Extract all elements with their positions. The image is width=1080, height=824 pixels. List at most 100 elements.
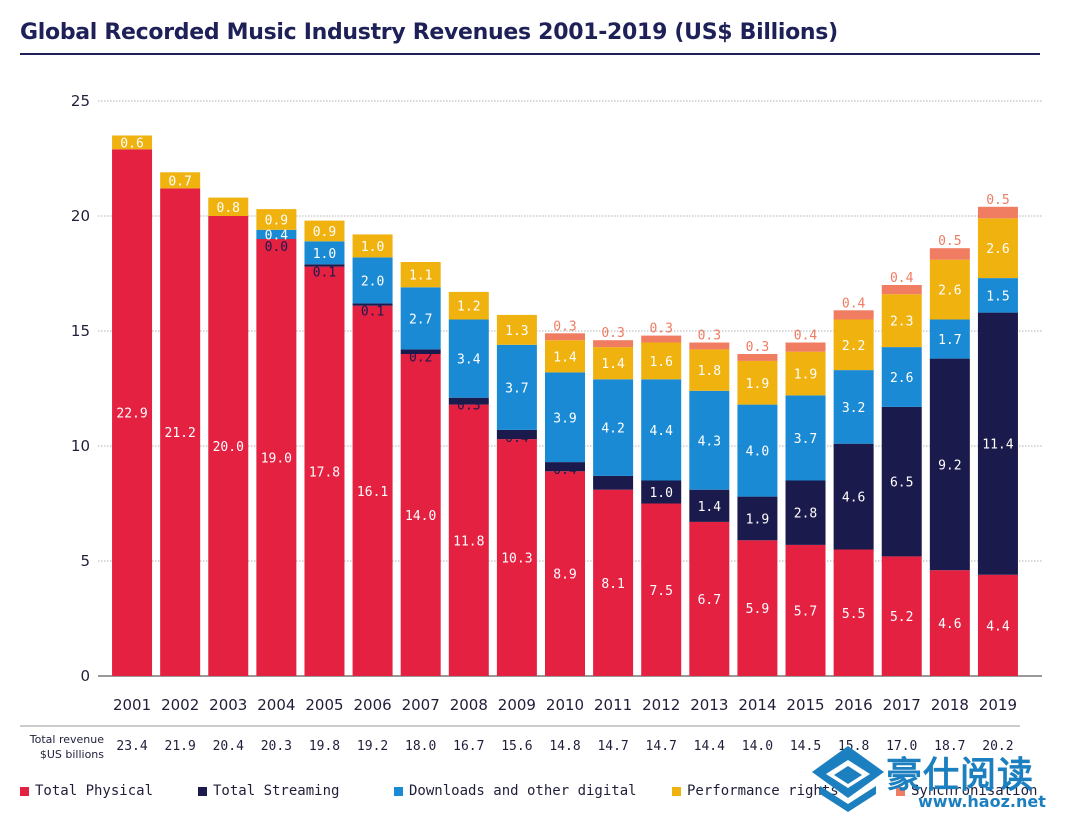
bar-segment xyxy=(352,305,393,676)
bar-segment xyxy=(737,540,778,676)
bar-segment xyxy=(641,379,682,481)
bar-segment xyxy=(208,216,249,676)
data-label: 1.7 xyxy=(938,333,961,348)
data-label: 0.4 xyxy=(265,228,289,243)
data-label: 2.6 xyxy=(986,242,1009,257)
data-label: 1.9 xyxy=(746,377,769,392)
data-label: 5.2 xyxy=(890,610,913,625)
title-rule xyxy=(20,53,1040,55)
x-tick-label: 2016 xyxy=(835,696,873,714)
bar-segment xyxy=(160,188,201,676)
x-tick-label: 2015 xyxy=(786,696,824,714)
bar-segment xyxy=(785,342,826,352)
data-label: 16.1 xyxy=(357,485,388,500)
legend-label: Total Streaming xyxy=(213,783,340,799)
bar-segment xyxy=(881,406,922,557)
legend-swatch xyxy=(896,786,905,796)
data-label: 5.9 xyxy=(746,602,769,617)
bar-segment xyxy=(833,549,874,676)
bar-segment xyxy=(545,372,585,463)
bar-segment xyxy=(785,480,826,545)
legend-item: Synchronisation xyxy=(896,783,1037,799)
bar-segment xyxy=(400,349,441,354)
legend-label: Performance rights xyxy=(687,783,839,799)
chart-title: Global Recorded Music Industry Revenues … xyxy=(20,20,838,45)
bar-segment xyxy=(689,342,730,350)
x-tick-label: 2013 xyxy=(690,696,728,714)
bar-segment xyxy=(352,257,393,304)
data-label: 0.3 xyxy=(649,322,672,337)
bar-segment xyxy=(833,443,874,550)
bar-segment xyxy=(881,285,922,295)
x-tick-label: 2009 xyxy=(498,696,536,714)
legend-swatch xyxy=(198,786,207,796)
total-value: 14.0 xyxy=(742,739,773,754)
data-label: 2.0 xyxy=(361,274,384,289)
data-label: 17.8 xyxy=(309,465,340,480)
total-value: 14.7 xyxy=(597,739,628,754)
x-tick-label: 2004 xyxy=(257,696,295,714)
legend-item: Total Physical xyxy=(20,783,153,799)
x-tick-label: 2008 xyxy=(450,696,488,714)
total-value: 15.6 xyxy=(501,739,532,754)
total-value: 17.0 xyxy=(886,739,917,754)
bar-segment xyxy=(304,266,345,676)
legend-label: Synchronisation xyxy=(911,783,1038,799)
bar-segment xyxy=(448,397,489,405)
bar-segment xyxy=(833,370,874,444)
data-label: 0.3 xyxy=(698,329,721,344)
data-label: 1.6 xyxy=(649,355,672,370)
bar-segment xyxy=(689,521,730,676)
data-label: 0.9 xyxy=(265,213,288,228)
data-label: 1.9 xyxy=(794,368,817,383)
x-tick-label: 2018 xyxy=(931,696,969,714)
data-label: 0.8 xyxy=(217,201,240,216)
x-tick-label: 2014 xyxy=(738,696,776,714)
bar-segment xyxy=(977,206,1018,219)
data-label: 14.0 xyxy=(405,509,436,524)
data-label: 4.2 xyxy=(601,422,624,437)
bar-segment xyxy=(256,209,297,230)
x-tick-label: 2019 xyxy=(979,696,1017,714)
legend-label: Total Physical xyxy=(35,783,154,799)
bar-segment xyxy=(160,172,201,189)
bar-segment xyxy=(929,570,970,676)
bar-segment xyxy=(929,358,970,571)
x-tick-label: 2012 xyxy=(642,696,680,714)
legend-swatch xyxy=(394,786,403,796)
bar-segment xyxy=(400,354,441,676)
bar-segment xyxy=(593,489,634,676)
total-value: 14.8 xyxy=(549,739,580,754)
watermark-url: www.haoz.net xyxy=(918,792,1046,811)
data-label: 8.1 xyxy=(601,577,624,592)
y-tick-label: 10 xyxy=(71,437,90,455)
total-value: 16.7 xyxy=(453,739,484,754)
bar-segment xyxy=(545,340,585,373)
bar-segment xyxy=(496,439,537,676)
bar-segment xyxy=(641,503,682,676)
bar-segment xyxy=(641,480,682,504)
bar-segment xyxy=(352,234,393,258)
total-value: 19.8 xyxy=(309,739,340,754)
data-label: 0.3 xyxy=(553,319,576,334)
total-value: 20.2 xyxy=(982,739,1013,754)
total-value: 14.4 xyxy=(694,739,725,754)
legend-label: Downloads and other digital xyxy=(409,783,637,799)
data-label: 5.7 xyxy=(794,604,817,619)
bar-segment xyxy=(785,544,826,676)
totals-label-line1: Total revenue xyxy=(29,733,104,746)
bar-segment xyxy=(737,404,778,497)
total-value: 21.9 xyxy=(165,739,196,754)
total-value: 23.4 xyxy=(116,739,147,754)
data-label: 2.8 xyxy=(794,507,817,522)
bar-segment xyxy=(593,340,634,348)
bar-segment xyxy=(689,349,730,391)
bar-segment xyxy=(785,351,826,396)
legend-swatch xyxy=(672,786,681,796)
bar-segment xyxy=(112,135,153,150)
legend-item: Downloads and other digital xyxy=(394,783,637,799)
data-label: 3.7 xyxy=(505,381,528,396)
data-label: 11.4 xyxy=(982,438,1013,453)
bar-segment xyxy=(448,291,489,320)
bar-segment xyxy=(833,310,874,320)
